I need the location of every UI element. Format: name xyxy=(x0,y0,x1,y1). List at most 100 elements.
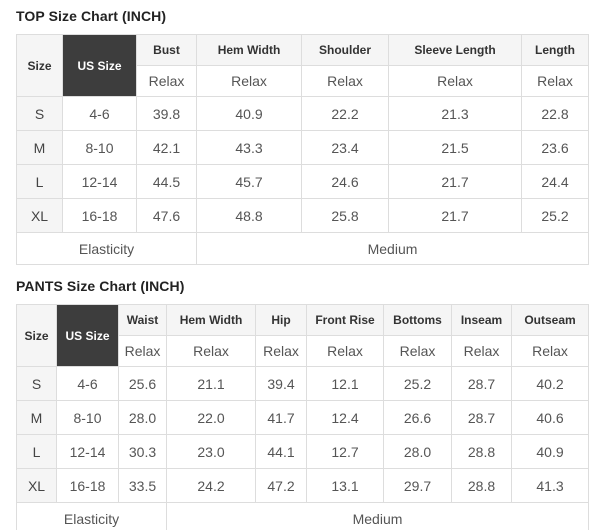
value-cell: 47.6 xyxy=(136,198,197,233)
size-cell: S xyxy=(16,96,63,131)
shoulder-column-header: Shoulder xyxy=(301,34,389,66)
value-cell: 26.6 xyxy=(383,400,452,435)
value-cell: 40.9 xyxy=(511,434,589,469)
value-cell: 48.8 xyxy=(196,198,302,233)
value-cell: 12.1 xyxy=(306,366,384,401)
table-row-s: S 4-6 39.8 40.9 22.2 21.3 22.8 xyxy=(16,96,589,131)
table-row-xl: XL 16-18 47.6 48.8 25.8 21.7 25.2 xyxy=(16,198,589,233)
size-cell: L xyxy=(16,434,57,469)
value-cell: 40.6 xyxy=(511,400,589,435)
value-cell: 28.8 xyxy=(451,434,512,469)
fit-cell: Relax xyxy=(166,335,256,367)
value-cell: 40.9 xyxy=(196,96,302,131)
value-cell: 23.6 xyxy=(521,130,589,165)
value-cell: 28.0 xyxy=(383,434,452,469)
hem-width-column-header: Hem Width xyxy=(166,304,256,336)
size-cell: XL xyxy=(16,198,63,233)
elasticity-label-cell: Elasticity xyxy=(16,502,167,530)
elasticity-row: Elasticity Medium xyxy=(16,232,589,265)
value-cell: 41.3 xyxy=(511,468,589,503)
value-cell: 24.2 xyxy=(166,468,256,503)
fit-cell: Relax xyxy=(451,335,512,367)
table-row-l: L 12-14 30.3 23.0 44.1 12.7 28.0 28.8 40… xyxy=(16,434,589,469)
us-size-cell: 16-18 xyxy=(56,468,119,503)
hem-width-column-header: Hem Width xyxy=(196,34,302,66)
value-cell: 29.7 xyxy=(383,468,452,503)
table-row-m: M 8-10 28.0 22.0 41.7 12.4 26.6 28.7 40.… xyxy=(16,400,589,435)
us-size-cell: 12-14 xyxy=(62,164,137,199)
us-size-cell: 12-14 xyxy=(56,434,119,469)
fit-cell: Relax xyxy=(118,335,167,367)
table-row-xl: XL 16-18 33.5 24.2 47.2 13.1 29.7 28.8 4… xyxy=(16,468,589,503)
us-size-cell: 8-10 xyxy=(56,400,119,435)
table-row-s: S 4-6 25.6 21.1 39.4 12.1 25.2 28.7 40.2 xyxy=(16,366,589,401)
top-size-table: Size US Size Bust Hem Width Shoulder Sle… xyxy=(16,34,589,265)
elasticity-value-cell: Medium xyxy=(196,232,589,265)
top-chart-title: TOP Size Chart (INCH) xyxy=(16,8,167,24)
value-cell: 25.8 xyxy=(301,198,389,233)
value-cell: 28.7 xyxy=(451,366,512,401)
us-size-cell: 16-18 xyxy=(62,198,137,233)
value-cell: 30.3 xyxy=(118,434,167,469)
value-cell: 22.2 xyxy=(301,96,389,131)
value-cell: 13.1 xyxy=(306,468,384,503)
size-cell: S xyxy=(16,366,57,401)
pants-fit-row: Relax Relax Relax Relax Relax Relax Rela… xyxy=(17,335,589,367)
value-cell: 12.7 xyxy=(306,434,384,469)
value-cell: 24.6 xyxy=(301,164,389,199)
us-size-cell: 4-6 xyxy=(62,96,137,131)
waist-column-header: Waist xyxy=(118,304,167,336)
value-cell: 40.2 xyxy=(511,366,589,401)
value-cell: 39.4 xyxy=(255,366,307,401)
fit-cell: Relax xyxy=(255,335,307,367)
table-row-l: L 12-14 44.5 45.7 24.6 21.7 24.4 xyxy=(16,164,589,199)
pants-size-table: Size US Size Waist Hem Width Hip Front R… xyxy=(16,304,589,530)
value-cell: 43.3 xyxy=(196,130,302,165)
us-size-column-header: US Size xyxy=(62,34,137,97)
elasticity-label-cell: Elasticity xyxy=(16,232,197,265)
bottoms-column-header: Bottoms xyxy=(383,304,452,336)
value-cell: 42.1 xyxy=(136,130,197,165)
size-column-header: Size xyxy=(16,304,57,367)
value-cell: 21.7 xyxy=(388,164,522,199)
value-cell: 25.6 xyxy=(118,366,167,401)
value-cell: 39.8 xyxy=(136,96,197,131)
pants-header-row: Size US Size Waist Hem Width Hip Front R… xyxy=(16,304,589,367)
elasticity-value-cell: Medium xyxy=(166,502,589,530)
value-cell: 12.4 xyxy=(306,400,384,435)
size-column-header: Size xyxy=(16,34,63,97)
us-size-cell: 8-10 xyxy=(62,130,137,165)
size-cell: L xyxy=(16,164,63,199)
elasticity-row: Elasticity Medium xyxy=(16,502,589,530)
value-cell: 23.4 xyxy=(301,130,389,165)
length-column-header: Length xyxy=(521,34,589,66)
fit-cell: Relax xyxy=(301,65,389,97)
fit-cell: Relax xyxy=(136,65,197,97)
value-cell: 21.7 xyxy=(388,198,522,233)
value-cell: 28.0 xyxy=(118,400,167,435)
value-cell: 23.0 xyxy=(166,434,256,469)
fit-cell: Relax xyxy=(383,335,452,367)
sleeve-length-column-header: Sleeve Length xyxy=(388,34,522,66)
top-header-row: Size US Size Bust Hem Width Shoulder Sle… xyxy=(16,34,589,97)
us-size-column-header: US Size xyxy=(56,304,119,367)
value-cell: 41.7 xyxy=(255,400,307,435)
value-cell: 44.1 xyxy=(255,434,307,469)
value-cell: 45.7 xyxy=(196,164,302,199)
value-cell: 25.2 xyxy=(521,198,589,233)
value-cell: 47.2 xyxy=(255,468,307,503)
value-cell: 28.8 xyxy=(451,468,512,503)
table-row-m: M 8-10 42.1 43.3 23.4 21.5 23.6 xyxy=(16,130,589,165)
value-cell: 21.5 xyxy=(388,130,522,165)
fit-cell: Relax xyxy=(521,65,589,97)
top-fit-row: Relax Relax Relax Relax Relax xyxy=(17,65,589,97)
size-cell: M xyxy=(16,400,57,435)
size-cell: M xyxy=(16,130,63,165)
value-cell: 22.8 xyxy=(521,96,589,131)
fit-cell: Relax xyxy=(196,65,302,97)
value-cell: 21.1 xyxy=(166,366,256,401)
pants-chart-title: PANTS Size Chart (INCH) xyxy=(16,278,185,294)
size-cell: XL xyxy=(16,468,57,503)
value-cell: 33.5 xyxy=(118,468,167,503)
value-cell: 25.2 xyxy=(383,366,452,401)
